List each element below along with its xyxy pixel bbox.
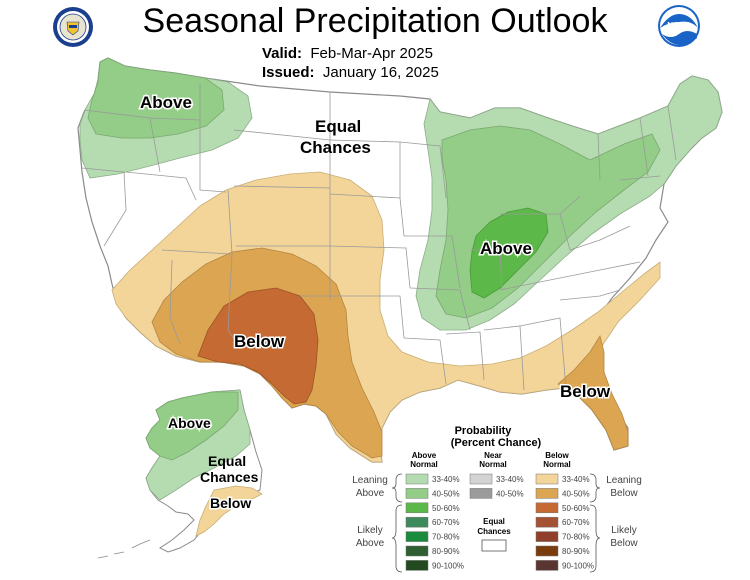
issued-line: Issued: January 16, 2025	[262, 64, 439, 81]
legend-below-head-2: Normal	[543, 460, 571, 469]
legend-above-swatch-4	[405, 531, 429, 542]
alaska-above-40-region	[145, 391, 239, 461]
legend-below-swatch-0	[535, 473, 559, 485]
legend-above-swatch-0	[405, 473, 429, 485]
noaa-logo-text: NOAA	[667, 21, 691, 30]
valid-value: Feb-Mar-Apr 2025	[310, 45, 433, 62]
legend-leaning-above-2: Above	[356, 488, 385, 499]
legend-near-head-1: Near	[484, 451, 502, 460]
legend-below-label-3: 60-70%	[562, 518, 590, 527]
ak-above-label: Above	[168, 415, 211, 431]
legend-below-label-6: 90-100%	[562, 561, 594, 570]
legend-near-label-1: 40-50%	[496, 489, 524, 498]
valid-line: Valid: Feb-Mar-Apr 2025	[262, 45, 433, 62]
doc-seal-logo	[53, 7, 93, 47]
sw-below-label: Below	[234, 332, 285, 351]
page-title: Seasonal Precipitation Outlook	[142, 2, 608, 40]
legend-below-swatch-2	[535, 502, 559, 514]
aleutian-islands	[97, 539, 151, 559]
legend-above-swatch-1	[405, 488, 429, 499]
legend-leaning-below-1: Leaning	[606, 475, 642, 486]
legend-likely-below-2: Below	[610, 538, 638, 549]
state-borders	[81, 84, 701, 391]
legend-above-head-2: Normal	[410, 460, 438, 469]
legend-likely-below-1: Likely	[611, 525, 637, 536]
issued-value: January 16, 2025	[322, 64, 439, 81]
legend-braces	[391, 473, 601, 573]
nw-above-40-region	[87, 57, 225, 139]
alaska-below-33-region	[195, 485, 263, 537]
legend-below-label-0: 33-40%	[562, 475, 590, 484]
nw-above-label: Above	[140, 93, 192, 112]
ak-ec-label-line2: Chances	[200, 469, 259, 485]
legend-title-line1: Probability	[455, 425, 513, 437]
legend: Probability (Percent Chance) Above Norma…	[352, 425, 642, 573]
legend-below-swatch-4	[535, 531, 559, 542]
legend-above-label-5: 80-90%	[432, 547, 460, 556]
legend-above-head-1: Above	[412, 451, 437, 460]
se-below-label: Below	[560, 382, 611, 401]
legend-below-swatch-5	[535, 545, 559, 557]
legend-above-label-0: 33-40%	[432, 475, 460, 484]
legend-near-swatch-1	[469, 488, 493, 499]
legend-above-swatch-6	[405, 560, 429, 571]
legend-below-label-1: 40-50%	[562, 489, 590, 498]
legend-below-head-1: Below	[545, 451, 569, 460]
legend-above-label-6: 90-100%	[432, 561, 464, 570]
se-below-40-region	[557, 334, 629, 451]
valid-label: Valid:	[262, 45, 303, 62]
legend-above-label-4: 70-80%	[432, 533, 460, 542]
legend-above-swatch-2	[405, 502, 429, 514]
ohio-above-label: Above	[480, 239, 532, 258]
legend-below-label-5: 80-90%	[562, 547, 590, 556]
legend-near-swatches: 33-40% 40-50%	[469, 473, 524, 499]
legend-likely-above-2: Above	[356, 538, 385, 549]
legend-above-swatch-3	[405, 516, 429, 528]
legend-below-swatch-6	[535, 560, 559, 571]
legend-title-line2: (Percent Chance)	[451, 437, 542, 449]
ak-below-label: Below	[210, 495, 251, 511]
legend-near-swatch-0	[469, 473, 493, 485]
conus-ec-label-line2: Chances	[300, 138, 371, 157]
legend-ec-label-1: Equal	[483, 517, 505, 526]
legend-below-label-4: 70-80%	[562, 533, 590, 542]
legend-above-label-2: 50-60%	[432, 504, 460, 513]
conus-ec-label-line1: Equal	[315, 117, 361, 136]
legend-below-swatch-1	[535, 488, 559, 499]
ohio-above-50-region	[469, 207, 549, 299]
legend-likely-above-1: Likely	[357, 525, 383, 536]
issued-label: Issued:	[262, 64, 315, 81]
legend-leaning-below-2: Below	[610, 488, 638, 499]
legend-ec-swatch	[481, 539, 507, 552]
legend-above-swatches: 33-40% 40-50% 50-60% 60-70% 70-80% 80-90% 90-1…	[405, 473, 464, 571]
legend-below-label-2: 50-60%	[562, 504, 590, 513]
legend-ec-label-2: Chances	[477, 527, 511, 536]
legend-above-label-1: 40-50%	[432, 489, 460, 498]
legend-leaning-above-1: Leaning	[352, 475, 388, 486]
sw-below-50-region	[197, 287, 319, 405]
legend-near-label-0: 33-40%	[496, 475, 524, 484]
legend-near-head-2: Normal	[479, 460, 507, 469]
noaa-logo: NOAA	[658, 5, 700, 47]
legend-above-swatch-5	[405, 545, 429, 557]
ak-ec-label-line1: Equal	[208, 453, 246, 469]
legend-above-label-3: 60-70%	[432, 518, 460, 527]
legend-below-swatches: 33-40% 40-50% 50-60% 60-70% 70-80% 80-90% 90-1…	[535, 473, 594, 571]
legend-below-swatch-3	[535, 516, 559, 528]
